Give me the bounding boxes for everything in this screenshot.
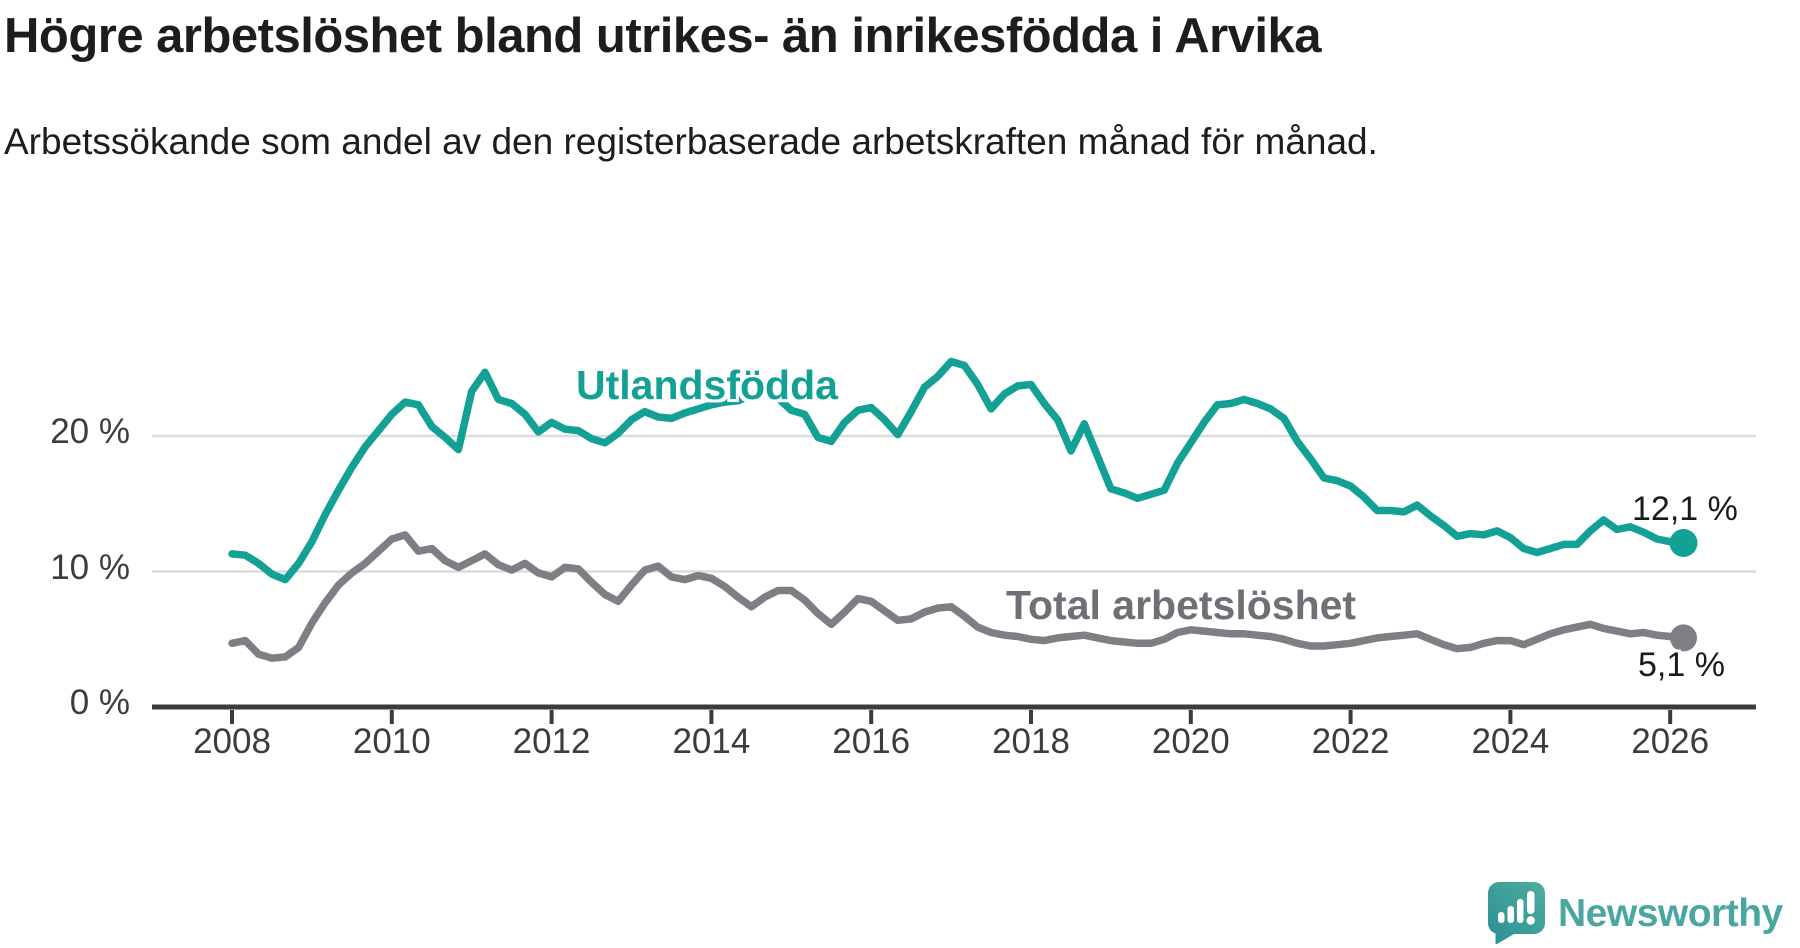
series-end-dot-0 xyxy=(1669,529,1698,557)
x-tick-label: 2022 xyxy=(1311,722,1390,761)
end-value-label-utlandsfodda: 12,1 % xyxy=(1632,490,1738,528)
newsworthy-logo[interactable]: Newsworthy xyxy=(1488,882,1783,946)
x-tick-label: 2026 xyxy=(1631,722,1710,761)
series-line-1 xyxy=(228,531,1688,662)
x-tick-label: 2014 xyxy=(672,722,751,761)
x-tick-label: 2018 xyxy=(992,722,1070,761)
newsworthy-logo-text: Newsworthy xyxy=(1558,892,1783,935)
newsworthy-logo-icon xyxy=(1488,882,1545,945)
x-tick-label: 2020 xyxy=(1151,722,1230,761)
chart-subtitle: Arbetssökande som andel av den registerb… xyxy=(4,121,1378,162)
y-tick-label: 10 % xyxy=(50,547,130,587)
y-tick-label: 0 % xyxy=(69,683,130,722)
x-tick-label: 2012 xyxy=(512,722,591,761)
x-tick-label: 2016 xyxy=(832,722,911,761)
y-tick-label: 20 % xyxy=(50,412,130,451)
page-title: Högre arbetslöshet bland utrikes- än inr… xyxy=(4,9,1322,63)
x-tick-label: 2008 xyxy=(193,722,271,761)
x-tick-label: 2024 xyxy=(1471,722,1550,761)
series-line-0 xyxy=(228,357,1688,584)
x-tick-label: 2010 xyxy=(352,722,431,761)
series-label-utlandsfodda: Utlandsfödda xyxy=(576,362,838,408)
series-label-total-arbetsloshet: Total arbetslöshet xyxy=(1006,582,1357,628)
end-value-label-total: 5,1 % xyxy=(1638,646,1725,684)
series-end-dot-1 xyxy=(1670,624,1697,652)
